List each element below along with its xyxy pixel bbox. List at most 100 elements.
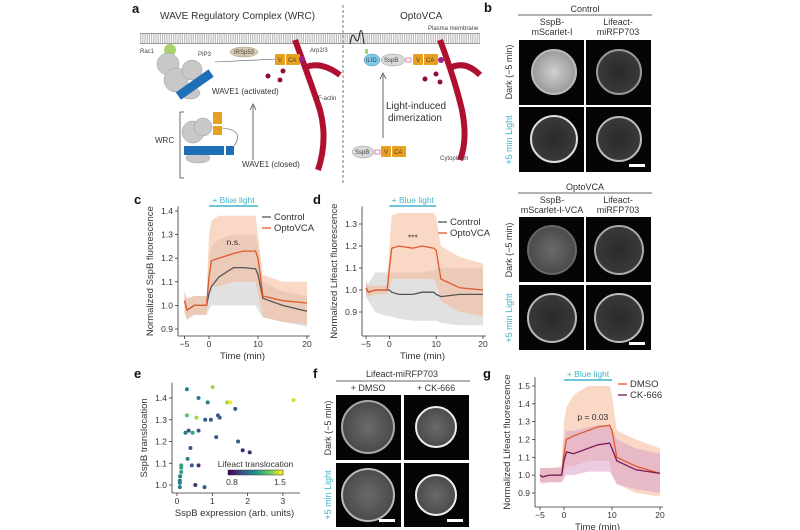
scatter-point bbox=[184, 413, 189, 418]
series-line-ck-666 bbox=[539, 442, 661, 478]
colorbar-segment bbox=[243, 470, 246, 475]
micrograph-tiles bbox=[336, 40, 651, 527]
colorbar-segment bbox=[248, 470, 251, 475]
wrc-label: WRC bbox=[155, 136, 174, 145]
f-row-dark: Dark (−5 min) bbox=[323, 401, 333, 456]
cell bbox=[415, 474, 457, 516]
y-tick-label: 1.1 bbox=[518, 452, 530, 462]
panel-label-a: a bbox=[132, 1, 140, 16]
wave1-closed-shape bbox=[184, 146, 224, 155]
scatter-point bbox=[210, 385, 215, 390]
scatter-point bbox=[228, 400, 233, 405]
scale-bar bbox=[629, 342, 645, 345]
wave1-activated-label: WAVE1 (activated) bbox=[212, 87, 279, 96]
y-tick-label: 1.3 bbox=[155, 415, 167, 425]
cell bbox=[527, 225, 577, 275]
scatter-point bbox=[240, 448, 245, 453]
scatter-point bbox=[185, 456, 190, 461]
y-tick-label: 1.4 bbox=[518, 399, 530, 409]
scatter-point bbox=[196, 428, 201, 433]
irsp53-label: IRSp53 bbox=[234, 50, 255, 56]
legend-label: DMSO bbox=[630, 379, 659, 390]
v-label: V bbox=[278, 58, 282, 64]
scatter-point bbox=[225, 400, 230, 405]
legend-label: OptoVCA bbox=[450, 228, 491, 239]
scatter-point bbox=[203, 417, 208, 422]
cell bbox=[530, 115, 578, 163]
x-axis-label: SspB expression (arb. units) bbox=[175, 508, 294, 519]
y-tick-label: 1.2 bbox=[161, 253, 173, 263]
opto-col-lifeact-line2: miRFP703 bbox=[597, 205, 640, 215]
blue-light-label: + Blue light bbox=[392, 195, 435, 205]
blue-light-label: + Blue light bbox=[212, 195, 255, 205]
scatter-point bbox=[183, 430, 188, 435]
colorbar-segment bbox=[265, 470, 269, 475]
x-tick-label: 10 bbox=[607, 510, 617, 520]
scatter-point bbox=[217, 415, 222, 420]
scatter-point bbox=[177, 480, 182, 485]
opto-v-label: V bbox=[416, 58, 420, 64]
scale-bar bbox=[447, 519, 463, 522]
x-tick-label: 1 bbox=[210, 496, 215, 506]
x-tick-label: 0 bbox=[207, 339, 212, 349]
micrograph-image bbox=[586, 40, 651, 105]
y-tick-label: 1.2 bbox=[345, 241, 357, 251]
scatter-point bbox=[208, 417, 213, 422]
row-dark-control: Dark (−5 min) bbox=[504, 45, 514, 100]
y-axis-label: Normalized Lifeact fluorescence bbox=[329, 204, 340, 339]
y-tick-label: 1.4 bbox=[155, 393, 167, 403]
col-lifeact-line2: miRFP703 bbox=[597, 27, 640, 37]
micrograph-image bbox=[404, 463, 469, 527]
x-tick-label: 0 bbox=[175, 496, 180, 506]
x-tick-label: 10 bbox=[431, 339, 441, 349]
scatter-point bbox=[291, 398, 296, 403]
y-tick-label: 0.9 bbox=[345, 307, 357, 317]
cell bbox=[596, 116, 642, 162]
cytoplasm-label: Cytoplasm bbox=[440, 156, 468, 162]
x-tick-label: 10 bbox=[253, 339, 263, 349]
error-band-optovca bbox=[366, 213, 483, 317]
colorbar-segment bbox=[240, 470, 244, 475]
cell bbox=[531, 49, 577, 95]
x-tick-label: −5 bbox=[535, 510, 545, 520]
scatter-point bbox=[186, 428, 191, 433]
scatter-point bbox=[178, 474, 183, 479]
y-tick-label: 1.2 bbox=[155, 437, 167, 447]
cell bbox=[341, 468, 395, 522]
scatter-point bbox=[189, 463, 194, 468]
y-tick-label: 1.1 bbox=[161, 277, 173, 287]
arp23-label: Arp2/3 bbox=[310, 48, 328, 54]
free-sspb-label: SspB bbox=[355, 150, 369, 156]
plasma-membrane-label: Plasma membrane bbox=[428, 26, 479, 32]
y-tick-label: 0.9 bbox=[518, 488, 530, 498]
colorbar-segment bbox=[273, 470, 276, 475]
cell bbox=[596, 49, 642, 95]
colorbar-segment bbox=[253, 470, 256, 475]
chart-e: 0 1 2 3 1.0 1.1 1.2 1.3 1.4 SspB expression (arb.… bbox=[139, 382, 301, 519]
wave1-activated-shape bbox=[175, 69, 214, 100]
colorbar-segment bbox=[238, 470, 241, 475]
y-tick-label: 1.4 bbox=[161, 206, 173, 216]
micrograph-image bbox=[519, 217, 584, 282]
blue-light-label: + Blue light bbox=[567, 369, 610, 379]
colorbar-segment bbox=[258, 470, 261, 475]
scatter-point bbox=[190, 430, 195, 435]
irsp53-shape bbox=[229, 46, 259, 58]
y-tick-label: 1.0 bbox=[518, 470, 530, 480]
micrographs-panel-f: Lifeact-miRFP703 + DMSO + CK-666 Dark (−… bbox=[323, 369, 470, 520]
ilid-shape bbox=[363, 53, 381, 67]
x-tick-label: 2 bbox=[245, 496, 250, 506]
scatter-point bbox=[194, 415, 199, 420]
panel-label-c: c bbox=[134, 192, 141, 207]
micrograph-image bbox=[336, 463, 401, 527]
y-tick-label: 1.2 bbox=[518, 434, 530, 444]
opto-col-sspb-line2: mScarlet-I-VCA bbox=[521, 205, 584, 215]
x-tick-label: 20 bbox=[302, 339, 312, 349]
chart-c: −5 0 10 20 0.9 1.0 1.1 1.2 1.3 1.4 Time (min) Norma… bbox=[145, 195, 315, 362]
colorbar-segment bbox=[263, 470, 266, 475]
scatter-point bbox=[196, 463, 201, 468]
colorbar-max-label: 1.5 bbox=[274, 477, 286, 487]
wave1-closed-label: WAVE1 (closed) bbox=[242, 160, 300, 169]
series-line-optovca bbox=[365, 245, 484, 293]
